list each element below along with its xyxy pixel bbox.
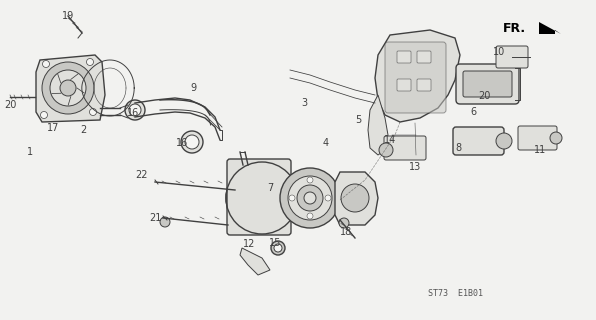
- Circle shape: [86, 59, 94, 66]
- Circle shape: [226, 162, 298, 234]
- Circle shape: [550, 132, 562, 144]
- Polygon shape: [368, 95, 388, 155]
- Text: 17: 17: [47, 123, 59, 133]
- Text: FR.: FR.: [503, 21, 526, 35]
- Polygon shape: [240, 248, 270, 275]
- Circle shape: [379, 143, 393, 157]
- Text: ST73  E1B01: ST73 E1B01: [429, 290, 483, 299]
- FancyBboxPatch shape: [453, 127, 504, 155]
- Circle shape: [42, 60, 49, 68]
- FancyBboxPatch shape: [417, 51, 431, 63]
- Circle shape: [50, 70, 86, 106]
- FancyBboxPatch shape: [384, 136, 426, 160]
- Circle shape: [307, 213, 313, 219]
- Circle shape: [339, 218, 349, 228]
- Text: 10: 10: [493, 47, 505, 57]
- Circle shape: [274, 244, 282, 252]
- Text: 18: 18: [340, 227, 352, 237]
- Circle shape: [307, 177, 313, 183]
- FancyBboxPatch shape: [518, 126, 557, 150]
- Polygon shape: [539, 22, 561, 34]
- FancyBboxPatch shape: [227, 159, 291, 235]
- Circle shape: [181, 131, 203, 153]
- Circle shape: [129, 104, 141, 116]
- Circle shape: [125, 100, 145, 120]
- Polygon shape: [335, 172, 378, 225]
- FancyBboxPatch shape: [397, 79, 411, 91]
- Text: 16: 16: [176, 138, 188, 148]
- Text: 20: 20: [4, 100, 16, 110]
- Text: 12: 12: [243, 239, 255, 249]
- Circle shape: [289, 195, 295, 201]
- Text: 6: 6: [470, 107, 476, 117]
- Polygon shape: [375, 30, 460, 122]
- Text: 16: 16: [127, 108, 139, 118]
- Text: 15: 15: [269, 238, 281, 248]
- Circle shape: [325, 195, 331, 201]
- FancyBboxPatch shape: [385, 42, 446, 113]
- Text: 5: 5: [355, 115, 361, 125]
- FancyBboxPatch shape: [463, 71, 512, 97]
- Text: 22: 22: [135, 170, 147, 180]
- Circle shape: [41, 111, 48, 118]
- Circle shape: [236, 172, 288, 224]
- Circle shape: [252, 188, 272, 208]
- Text: 9: 9: [190, 83, 196, 93]
- Text: 21: 21: [149, 213, 161, 223]
- FancyBboxPatch shape: [456, 64, 519, 104]
- Circle shape: [341, 184, 369, 212]
- Circle shape: [496, 133, 512, 149]
- FancyBboxPatch shape: [397, 51, 411, 63]
- Circle shape: [304, 192, 316, 204]
- FancyBboxPatch shape: [417, 79, 431, 91]
- Text: 3: 3: [301, 98, 307, 108]
- Text: 19: 19: [62, 11, 74, 21]
- Circle shape: [280, 168, 340, 228]
- Polygon shape: [36, 55, 105, 122]
- Text: 14: 14: [384, 135, 396, 145]
- Text: 13: 13: [409, 162, 421, 172]
- Text: 2: 2: [80, 125, 86, 135]
- Circle shape: [60, 80, 76, 96]
- Text: 1: 1: [27, 147, 33, 157]
- Circle shape: [297, 185, 323, 211]
- Text: 20: 20: [478, 91, 490, 101]
- Circle shape: [185, 135, 199, 149]
- Text: 8: 8: [455, 143, 461, 153]
- Circle shape: [42, 62, 94, 114]
- Circle shape: [271, 241, 285, 255]
- Text: 7: 7: [267, 183, 273, 193]
- Circle shape: [288, 176, 332, 220]
- Text: 11: 11: [534, 145, 546, 155]
- Circle shape: [160, 217, 170, 227]
- Circle shape: [89, 108, 97, 116]
- Text: 4: 4: [323, 138, 329, 148]
- FancyBboxPatch shape: [496, 46, 528, 68]
